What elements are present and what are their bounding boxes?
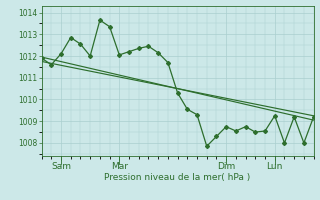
X-axis label: Pression niveau de la mer( hPa ): Pression niveau de la mer( hPa ) bbox=[104, 173, 251, 182]
